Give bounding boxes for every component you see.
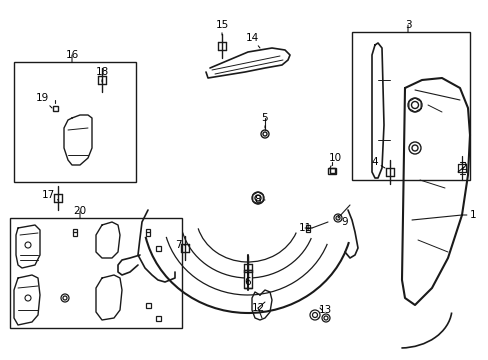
Bar (146, 229, 150, 235)
Bar (244, 270, 251, 288)
Text: 18: 18 (95, 67, 108, 82)
Text: 10: 10 (328, 153, 341, 168)
Bar (52, 105, 58, 111)
Bar (155, 315, 160, 320)
Text: 6: 6 (244, 272, 251, 287)
Text: 5: 5 (261, 113, 268, 128)
Bar (145, 302, 150, 307)
Bar (10, 218, 182, 328)
Text: 4: 4 (371, 157, 384, 168)
Text: 20: 20 (73, 206, 86, 218)
Text: 17: 17 (41, 190, 58, 200)
Bar (351, 32, 469, 180)
Text: 11: 11 (298, 223, 311, 233)
Text: 14: 14 (245, 33, 260, 48)
Bar (329, 167, 334, 172)
Text: 19: 19 (35, 93, 52, 108)
Bar (14, 62, 136, 182)
Text: 1: 1 (461, 210, 475, 220)
Text: 15: 15 (215, 20, 228, 35)
Text: 8: 8 (254, 195, 264, 205)
Text: 16: 16 (65, 50, 79, 62)
Text: 3: 3 (404, 20, 410, 32)
Bar (73, 229, 77, 235)
Text: 2: 2 (457, 162, 467, 172)
Bar (155, 246, 160, 251)
Text: 9: 9 (337, 215, 347, 227)
Text: 13: 13 (317, 305, 331, 318)
Text: 12: 12 (251, 302, 264, 313)
Text: 7: 7 (174, 240, 184, 250)
Bar (305, 225, 309, 231)
Bar (327, 168, 335, 174)
